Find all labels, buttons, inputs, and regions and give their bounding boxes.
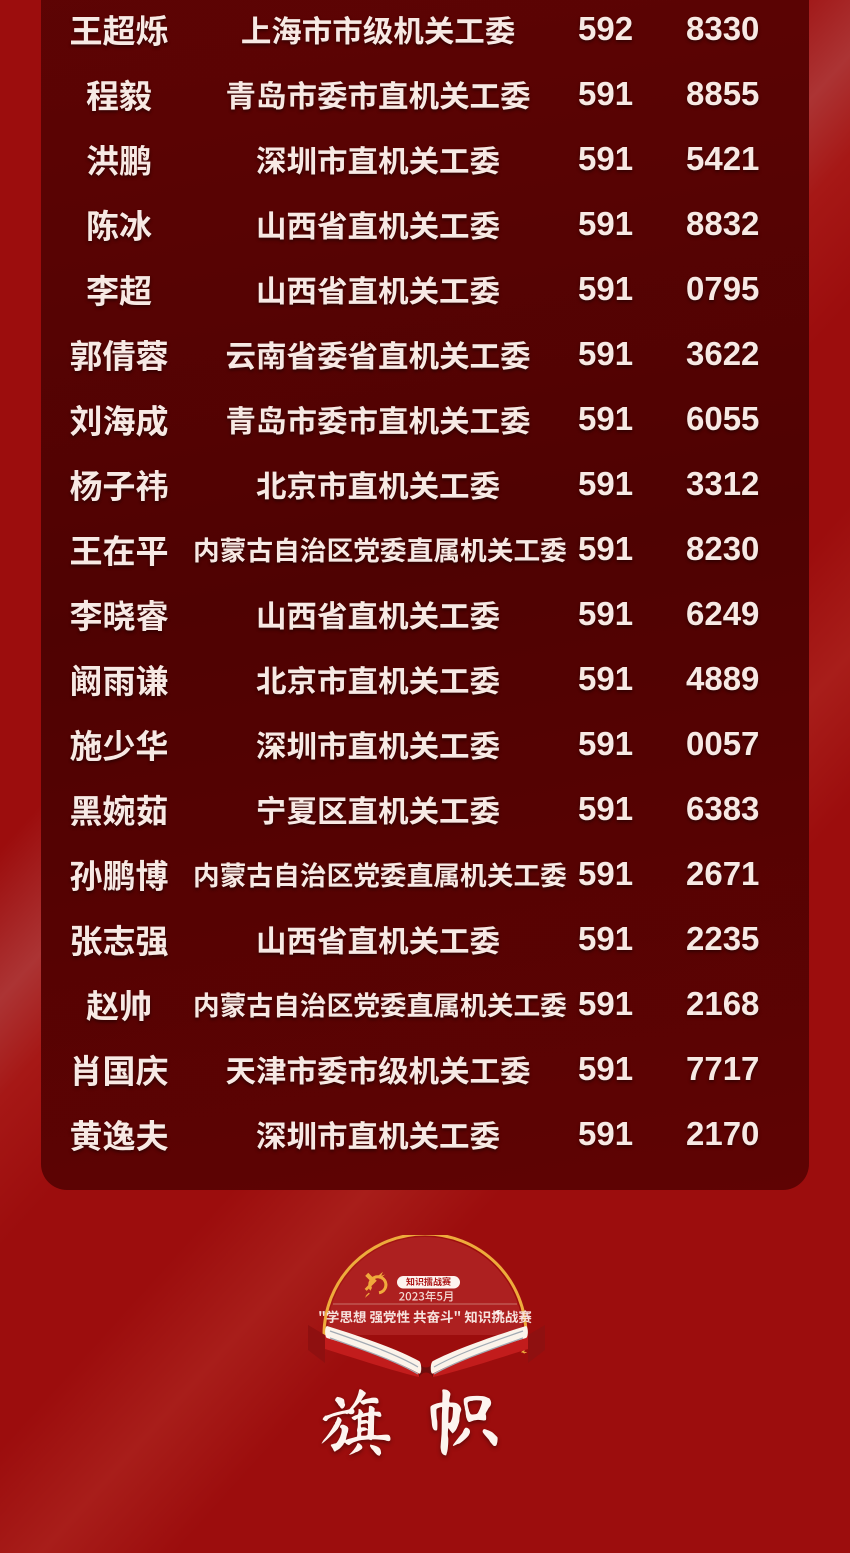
svg-text:知识擂战赛: 知识擂战赛 [406, 1275, 451, 1288]
svg-text:"学思想 强党性 共奋斗" 知识挑战赛: "学思想 强党性 共奋斗" 知识挑战赛 [318, 1306, 532, 1326]
svg-text:2023年5月: 2023年5月 [399, 1289, 455, 1305]
